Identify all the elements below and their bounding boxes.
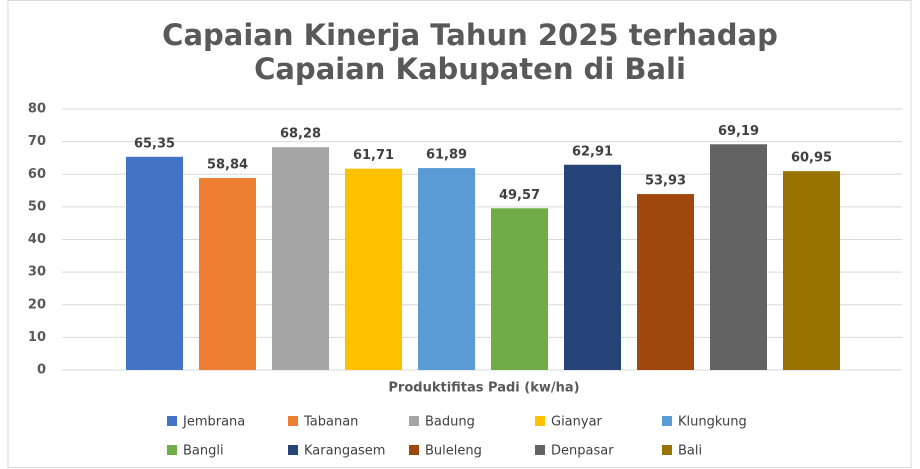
y-tick-label: 0 <box>37 363 46 378</box>
legend-label: Jembrana <box>182 415 245 430</box>
legend-swatch <box>662 445 672 455</box>
bar <box>199 178 256 370</box>
data-label: 61,71 <box>353 148 394 163</box>
legend-swatch <box>167 416 177 426</box>
bar <box>345 168 402 370</box>
y-tick-label: 60 <box>28 167 46 182</box>
data-label: 58,84 <box>207 158 248 173</box>
legend-label: Denpasar <box>551 444 614 459</box>
bar <box>564 164 621 370</box>
legend-swatch <box>409 416 419 426</box>
legend-label: Karangasem <box>304 444 385 459</box>
data-label: 68,28 <box>280 127 321 142</box>
data-label: 62,91 <box>572 144 613 159</box>
legend-label: Klungkung <box>678 415 747 430</box>
legend-swatch <box>288 445 298 455</box>
data-label: 61,89 <box>426 148 467 163</box>
legend-label: Badung <box>425 415 475 430</box>
y-tick-label: 50 <box>28 199 46 214</box>
data-label: 49,57 <box>499 188 540 203</box>
legend-label: Tabanan <box>303 415 358 430</box>
bar <box>126 156 183 370</box>
y-tick-label: 40 <box>28 232 46 247</box>
chart-title: Capaian Kabupaten di Bali <box>254 52 686 86</box>
legend-swatch <box>288 416 298 426</box>
data-label: 53,93 <box>645 174 686 189</box>
bar <box>783 171 840 370</box>
y-tick-label: 70 <box>28 134 46 149</box>
bar <box>637 194 694 370</box>
y-tick-label: 80 <box>28 102 46 117</box>
data-label: 69,19 <box>718 124 759 139</box>
data-label: 60,95 <box>791 151 832 166</box>
legend-label: Buleleng <box>425 444 482 459</box>
data-label: 65,35 <box>134 136 175 151</box>
x-axis-title: Produktifitas Padi (kw/ha) <box>388 381 579 396</box>
bar <box>491 208 548 370</box>
y-tick-label: 30 <box>28 265 46 280</box>
bar <box>418 168 475 370</box>
y-tick-label: 20 <box>28 297 46 312</box>
bar <box>272 147 329 370</box>
legend-label: Bangli <box>183 444 224 459</box>
legend-label: Gianyar <box>551 415 603 430</box>
legend-swatch <box>167 445 177 455</box>
legend-swatch <box>409 445 419 455</box>
y-tick-label: 10 <box>28 330 46 345</box>
chart-title: Capaian Kinerja Tahun 2025 terhadap <box>162 18 778 52</box>
legend-swatch <box>535 445 545 455</box>
legend-swatch <box>662 416 672 426</box>
bar <box>710 144 767 370</box>
legend-swatch <box>535 416 545 426</box>
legend-label: Bali <box>678 444 702 459</box>
